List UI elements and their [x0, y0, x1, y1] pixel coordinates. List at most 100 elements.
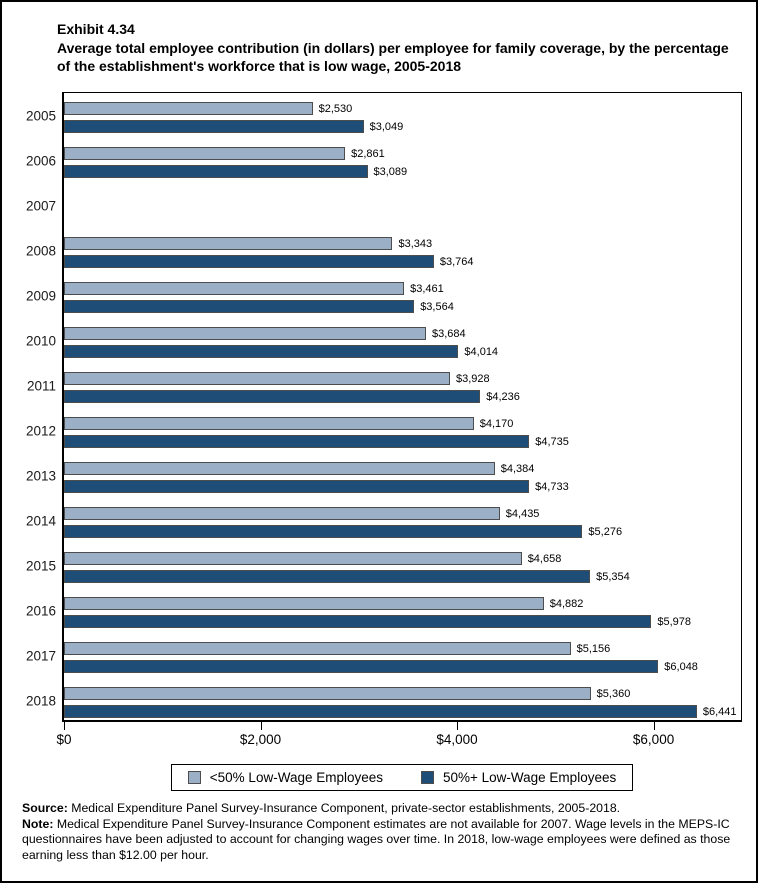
year-label: 2017	[25, 648, 56, 663]
bar-50plus	[64, 615, 652, 628]
legend-item-under50: <50% Low-Wage Employees	[187, 770, 383, 785]
bar-row: $3,684	[64, 327, 741, 340]
bar-value-label: $6,048	[664, 660, 698, 673]
x-tick-label: $4,000	[436, 732, 478, 747]
bar-50plus	[64, 345, 459, 358]
bar-row: $4,658	[64, 552, 741, 565]
note-label: Note:	[22, 816, 54, 831]
bar-row: $3,049	[64, 120, 741, 133]
bar-row: $3,089	[64, 165, 741, 178]
bar-row: $2,530	[64, 102, 741, 115]
bar-row: $4,236	[64, 390, 741, 403]
bar-under50	[64, 282, 405, 295]
bar-row: $4,882	[64, 597, 741, 610]
bar-row	[64, 192, 741, 205]
note-text-block: Note: Medical Expenditure Panel Survey-I…	[22, 817, 738, 864]
bar-under50	[64, 507, 500, 520]
bar-row: $6,441	[64, 705, 741, 718]
bar-value-label: $4,435	[505, 507, 540, 520]
bar-50plus	[64, 435, 530, 448]
bar-value-label: $3,089	[373, 165, 408, 178]
bar-50plus	[64, 525, 583, 538]
bar-under50	[64, 642, 571, 655]
bar-value-label: $5,360	[596, 687, 631, 700]
legend-item-50plus: 50%+ Low-Wage Employees	[421, 770, 616, 785]
bar-group-2012: 2012 $4,170 $4,735	[26, 408, 741, 453]
legend-label: <50% Low-Wage Employees	[209, 770, 383, 785]
plot-area: 2005 $2,530 $3,049 2006 $2,861 $3,089 2007 2008…	[26, 92, 742, 722]
bar-50plus	[64, 165, 368, 178]
bar-under50	[64, 462, 495, 475]
bar-under50	[64, 102, 313, 115]
bar-row: $3,461	[64, 282, 741, 295]
bar-value-label: $2,861	[351, 147, 385, 160]
bar-value-label: $5,156	[576, 642, 611, 655]
bar-50plus	[64, 570, 591, 583]
bar-value-label: $4,236	[486, 390, 520, 403]
bar-group-2009: 2009 $3,461 $3,564	[26, 273, 741, 318]
year-label: 2015	[25, 558, 56, 573]
legend-swatch	[187, 771, 201, 784]
bar-under50	[64, 237, 393, 250]
bar-group-2005: 2005 $2,530 $3,049	[26, 93, 741, 138]
bar-value-label: $4,658	[527, 552, 562, 565]
bar-row: $4,435	[64, 507, 741, 520]
year-label: 2012	[25, 423, 56, 438]
bar-value-label: $3,343	[398, 237, 433, 250]
bar-under50	[64, 417, 474, 430]
x-tick	[64, 722, 65, 730]
year-label: 2007	[25, 198, 56, 213]
bar-value-label: $5,978	[657, 615, 692, 628]
bar-value-label: $6,441	[702, 705, 737, 718]
legend-label: 50%+ Low-Wage Employees	[443, 770, 617, 785]
year-label: 2006	[25, 153, 56, 168]
bar-50plus	[64, 705, 697, 718]
bar-row: $4,733	[64, 480, 741, 493]
bar-value-label: $3,049	[369, 120, 404, 133]
chart-title: Average total employee contribution (in …	[57, 40, 729, 74]
year-label: 2018	[25, 693, 56, 708]
bar-row: $5,354	[64, 570, 741, 583]
year-label: 2011	[26, 378, 56, 393]
note-text: Medical Expenditure Panel Survey-Insuran…	[22, 816, 731, 862]
bar-row: $4,170	[64, 417, 741, 430]
bar-group-2014: 2014 $4,435 $5,276	[26, 498, 741, 543]
bar-group-2017: 2017 $5,156 $6,048	[26, 633, 741, 678]
source-note: Source: Medical Expenditure Panel Survey…	[22, 801, 738, 817]
bar-value-label: $3,461	[410, 282, 444, 295]
bar-group-2007: 2007	[26, 183, 741, 228]
bar-under50	[64, 147, 346, 160]
bar-50plus	[64, 480, 530, 493]
bar-row: $3,564	[64, 300, 741, 313]
bar-group-2006: 2006 $2,861 $3,089	[26, 138, 741, 183]
bar-row: $5,276	[64, 525, 741, 538]
year-label: 2014	[25, 513, 56, 528]
x-tick-label: $6,000	[632, 732, 675, 747]
bar-row: $4,014	[64, 345, 741, 358]
bar-under50	[64, 597, 544, 610]
x-axis: $0 $2,000 $4,000 $6,000	[56, 722, 742, 764]
bar-group-2015: 2015 $4,658 $5,354	[26, 543, 741, 588]
bar-50plus	[64, 300, 415, 313]
bar-group-2010: 2010 $3,684 $4,014	[26, 318, 741, 363]
bar-under50	[64, 687, 591, 700]
chart: 2005 $2,530 $3,049 2006 $2,861 $3,089 2007 2008…	[2, 92, 756, 764]
bar-50plus	[64, 255, 434, 268]
year-label: 2005	[25, 108, 56, 123]
bar-row: $5,360	[64, 687, 741, 700]
bar-group-2011: 2011 $3,928 $4,236	[27, 363, 741, 408]
bar-value-label: $2,530	[318, 102, 353, 115]
bar-value-label: $3,928	[455, 372, 490, 385]
bar-50plus	[64, 120, 364, 133]
bar-under50	[64, 552, 522, 565]
bar-row: $4,384	[64, 462, 741, 475]
bar-group-2013: 2013 $4,384 $4,733	[26, 453, 741, 498]
legend-swatch	[421, 771, 434, 784]
footnotes: Source: Medical Expenditure Panel Survey…	[22, 801, 738, 863]
bar-value-label: $3,684	[431, 327, 466, 340]
bar-row: $4,735	[64, 435, 741, 448]
bar-row: $5,978	[64, 615, 741, 628]
year-label: 2013	[25, 468, 56, 483]
year-label: 2009	[25, 288, 56, 303]
